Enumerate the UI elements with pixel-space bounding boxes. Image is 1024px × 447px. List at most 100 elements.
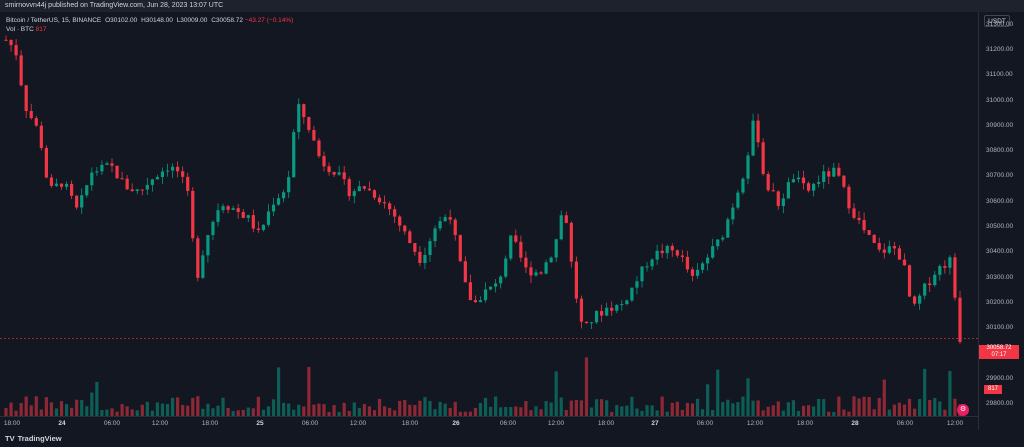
volume-bar [695, 398, 700, 416]
candle-body [721, 237, 725, 240]
candle-body [145, 184, 149, 190]
volume-bar [801, 405, 806, 416]
candle-body [120, 178, 124, 180]
volume-bar [721, 402, 725, 416]
candle-body [105, 163, 109, 165]
volume-bar [24, 396, 28, 416]
candle-body [700, 263, 705, 270]
volume-bar [574, 399, 578, 416]
tradingview-logo[interactable]: TV TradingView [5, 430, 62, 447]
volume-bar [812, 406, 816, 416]
volume-bar [857, 398, 861, 416]
volume-bar [458, 411, 462, 416]
volume-bar [191, 397, 195, 416]
volume-bar [690, 403, 695, 416]
volume-bar [453, 401, 457, 416]
candle-body [403, 225, 407, 232]
volume-bar [181, 404, 185, 416]
candle-body [236, 208, 240, 212]
candle-body [907, 265, 912, 297]
time-tick-label: 12:00 [151, 420, 169, 427]
volume-bar [943, 409, 947, 416]
volume-bar [852, 396, 856, 416]
volume-bar [256, 396, 260, 416]
candle-body [897, 248, 902, 260]
candle-body [761, 142, 765, 175]
volume-bar [670, 402, 674, 416]
volume-bar [367, 406, 372, 416]
volume-bar [756, 400, 760, 416]
candle-body [549, 257, 553, 263]
volume-label[interactable]: Vol · BTC [6, 26, 34, 33]
candle-body [39, 125, 43, 148]
volume-bar [236, 410, 240, 416]
volume-bar [64, 404, 69, 416]
candle-body [196, 238, 200, 278]
candle-body [796, 177, 801, 180]
candle-body [625, 300, 629, 305]
time-tick-label: 12:00 [349, 420, 367, 427]
volume-bar [241, 409, 245, 416]
volume-bar [398, 400, 402, 416]
time-tick-label: 06:00 [696, 420, 714, 427]
footer: TV TradingView [0, 430, 1024, 447]
candle-body [64, 183, 69, 187]
price-axis[interactable] [978, 12, 1024, 432]
volume-bar [413, 404, 417, 416]
volume-bar [443, 403, 447, 416]
candle-body [837, 167, 841, 176]
price-tick-label: 29800.00 [986, 400, 1014, 407]
volume-bar [594, 399, 599, 416]
volume-bar [877, 397, 881, 416]
chart-settings-icon[interactable]: ⚙ [957, 404, 969, 416]
publish-text: smirnovvn44j published on TradingView.co… [5, 2, 224, 9]
candle-body [110, 163, 114, 166]
volume-bar [100, 409, 104, 416]
candlestick-chart[interactable] [0, 12, 978, 416]
volume-bar [408, 404, 412, 416]
volume-bar [569, 400, 573, 416]
price-tick-label: 31300.00 [986, 20, 1014, 28]
symbol-name[interactable]: Bitcoin / TetherUS, 15, BINANCE [6, 17, 102, 24]
volume-bar [635, 408, 639, 416]
candle-body [377, 197, 382, 203]
volume-bar [847, 411, 851, 416]
volume-bar [327, 411, 331, 416]
candle-body [801, 177, 806, 184]
time-tick-label: 18:00 [597, 420, 615, 427]
volume-bar [897, 402, 902, 416]
volume-bar [297, 404, 301, 416]
volume-bar [923, 368, 927, 416]
candle-body [155, 177, 160, 180]
volume-bar [266, 406, 271, 416]
candle-body [165, 170, 170, 172]
volume-bar [650, 405, 654, 416]
candle-body [675, 250, 679, 256]
candle-body [751, 120, 755, 156]
candle-body [186, 176, 190, 191]
candle-body [80, 195, 84, 208]
volume-bar [221, 397, 225, 416]
candle-body [589, 322, 594, 324]
candle-body [741, 178, 745, 193]
time-tick-label: 12:00 [946, 420, 964, 427]
candle-body [312, 129, 316, 141]
volume-bar [216, 405, 220, 416]
volume-bar [287, 403, 291, 416]
candle-body [226, 206, 230, 210]
currency-button[interactable]: USDT [984, 15, 1010, 27]
candle-body [912, 296, 917, 304]
candle-body [413, 243, 417, 252]
candle-body [90, 172, 94, 186]
time-axis[interactable]: 18:00 24 06:00 12:00 18:00 25 06:00 12:00 18:00 2… [0, 416, 978, 431]
volume-bar [292, 409, 296, 416]
volume-bar [372, 410, 377, 416]
candle-body [832, 167, 836, 177]
candle-body [14, 45, 18, 56]
candle-body [34, 118, 38, 126]
candle-body [736, 192, 740, 208]
volume-bar [504, 407, 508, 416]
volume-bar [892, 404, 896, 416]
candle-body [600, 311, 604, 316]
candle-body [357, 186, 361, 192]
